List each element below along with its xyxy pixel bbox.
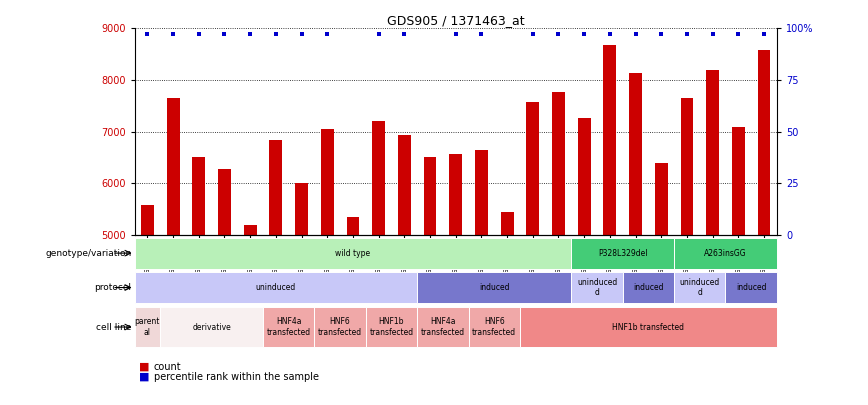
- Text: P328L329del: P328L329del: [598, 249, 648, 258]
- Bar: [244, 225, 257, 235]
- Bar: [674, 272, 726, 303]
- Bar: [571, 272, 622, 303]
- Bar: [622, 272, 674, 303]
- Bar: [475, 150, 488, 235]
- Bar: [469, 307, 520, 347]
- Bar: [450, 154, 462, 235]
- Text: HNF6
transfected: HNF6 transfected: [472, 318, 516, 337]
- Bar: [726, 272, 777, 303]
- Bar: [629, 73, 642, 235]
- Bar: [372, 121, 385, 235]
- Text: uninduced
d: uninduced d: [577, 278, 617, 297]
- Bar: [424, 158, 437, 235]
- Bar: [135, 238, 571, 269]
- Bar: [681, 98, 694, 235]
- Text: HNF4a
transfected: HNF4a transfected: [421, 318, 465, 337]
- Bar: [520, 307, 777, 347]
- Text: parent
al: parent al: [135, 318, 160, 337]
- Bar: [314, 307, 365, 347]
- Bar: [418, 272, 571, 303]
- Bar: [526, 102, 539, 235]
- Bar: [263, 307, 314, 347]
- Text: genotype/variation: genotype/variation: [45, 249, 131, 258]
- Bar: [571, 238, 674, 269]
- Bar: [135, 272, 418, 303]
- Text: HNF1b transfected: HNF1b transfected: [613, 322, 684, 332]
- Bar: [552, 92, 565, 235]
- Bar: [654, 163, 667, 235]
- Text: ■: ■: [139, 362, 149, 371]
- Bar: [501, 212, 514, 235]
- Bar: [603, 45, 616, 235]
- Text: count: count: [154, 362, 181, 371]
- Text: protocol: protocol: [95, 283, 131, 292]
- Bar: [707, 70, 719, 235]
- Bar: [732, 128, 745, 235]
- Bar: [365, 307, 418, 347]
- Text: wild type: wild type: [335, 249, 371, 258]
- Bar: [346, 217, 359, 235]
- Bar: [269, 140, 282, 235]
- Text: ■: ■: [139, 372, 149, 382]
- Bar: [141, 205, 154, 235]
- Text: A263insGG: A263insGG: [704, 249, 746, 258]
- Text: uninduced: uninduced: [256, 283, 296, 292]
- Bar: [674, 238, 777, 269]
- Bar: [167, 98, 180, 235]
- Text: HNF1b
transfected: HNF1b transfected: [370, 318, 413, 337]
- Text: induced: induced: [479, 283, 510, 292]
- Bar: [758, 50, 771, 235]
- Text: HNF4a
transfected: HNF4a transfected: [266, 318, 311, 337]
- Text: cell line: cell line: [96, 322, 131, 332]
- Text: HNF6
transfected: HNF6 transfected: [318, 318, 362, 337]
- Title: GDS905 / 1371463_at: GDS905 / 1371463_at: [387, 14, 524, 27]
- Bar: [135, 307, 161, 347]
- Text: uninduced
d: uninduced d: [680, 278, 720, 297]
- Bar: [418, 307, 469, 347]
- Bar: [193, 158, 205, 235]
- Bar: [218, 169, 231, 235]
- Bar: [578, 118, 590, 235]
- Bar: [161, 307, 263, 347]
- Text: percentile rank within the sample: percentile rank within the sample: [154, 372, 319, 382]
- Text: induced: induced: [736, 283, 766, 292]
- Bar: [295, 183, 308, 235]
- Bar: [321, 128, 333, 235]
- Text: induced: induced: [633, 283, 664, 292]
- Bar: [398, 135, 411, 235]
- Text: derivative: derivative: [192, 322, 231, 332]
